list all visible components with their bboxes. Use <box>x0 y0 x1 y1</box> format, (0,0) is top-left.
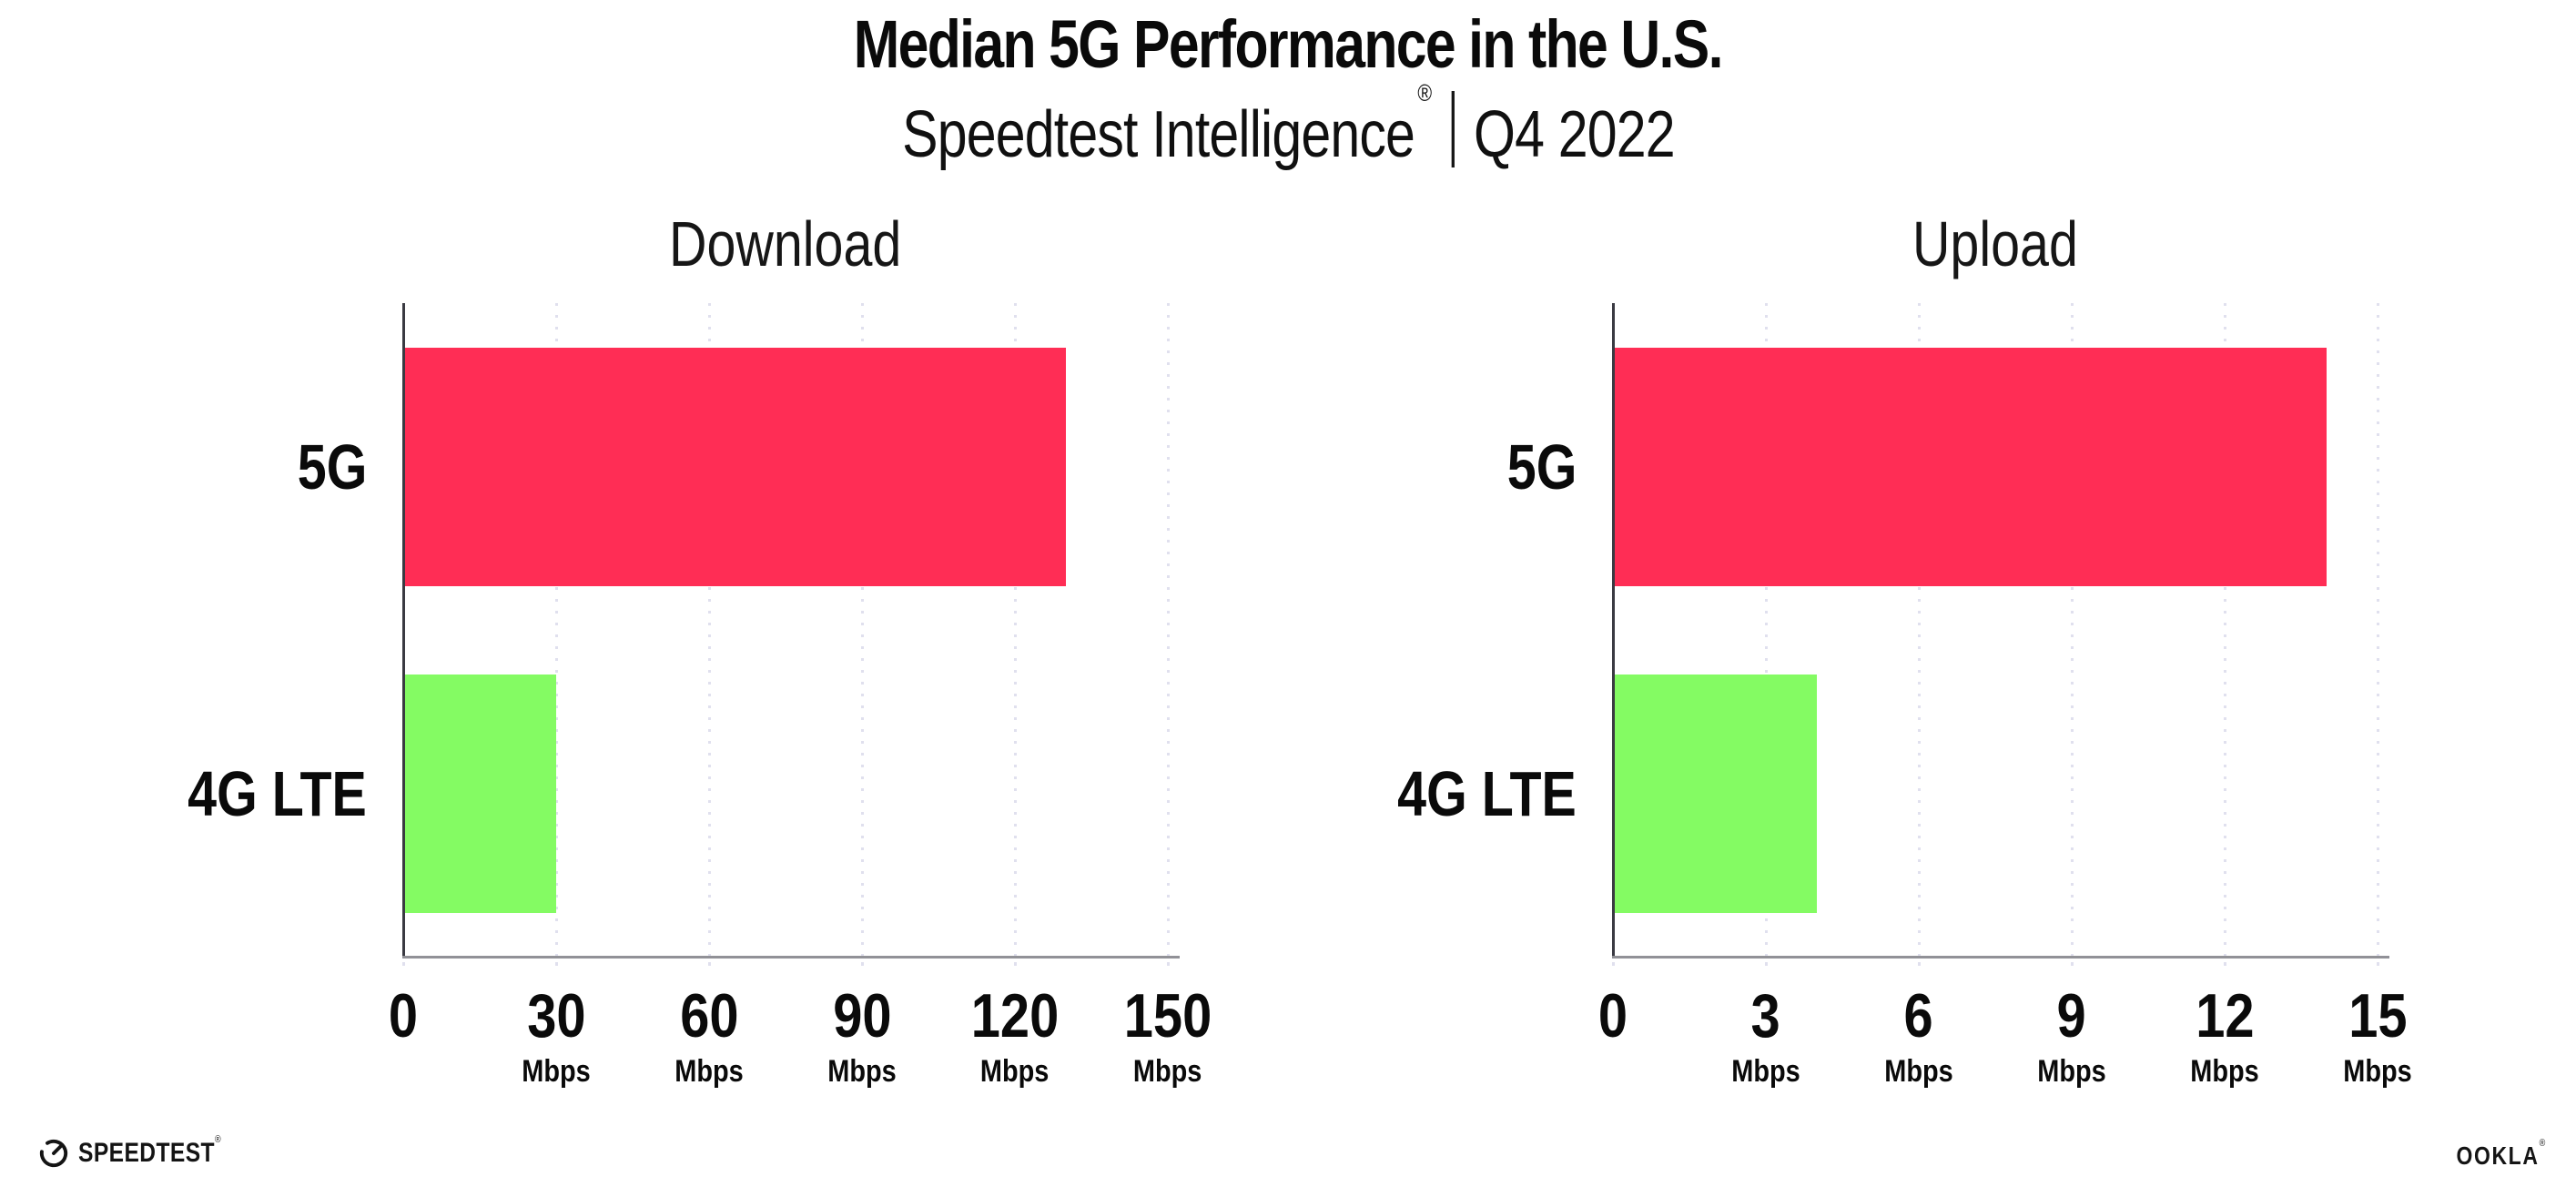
x-tick-label: 150 Mbps <box>1116 981 1219 1089</box>
x-tick-label: 0 <box>386 981 421 1050</box>
x-tick-label: 90 Mbps <box>822 981 903 1089</box>
x-tick-unit: Mbps <box>2343 1054 2412 1089</box>
category-label-4g-lte: 4G LTE <box>188 758 367 830</box>
page-subtitle: Speedtest Intelligence® Q4 2022 <box>0 79 2576 172</box>
speedtest-wordmark: SPEEDTEST® <box>78 1134 221 1168</box>
x-tick-label: 9 Mbps <box>2032 981 2113 1089</box>
download-plot-area <box>402 303 1180 966</box>
x-tick-value: 60 <box>679 981 739 1050</box>
x-tick-unit: Mbps <box>980 1054 1050 1089</box>
subtitle-brand: Speedtest Intelligence <box>901 98 1415 171</box>
download-x-axis-line <box>402 956 1180 959</box>
x-tick-unit: Mbps <box>2037 1054 2106 1089</box>
page-title: Median 5G Performance in the U.S. <box>0 5 2576 83</box>
bar-upload-5g <box>1613 347 2327 586</box>
upload-chart-title: Upload <box>1912 208 2078 279</box>
page-title-text: Median 5G Performance in the U.S. <box>853 6 1724 82</box>
x-tick-value: 0 <box>388 981 419 1050</box>
vertical-gridline <box>1918 303 1921 958</box>
vertical-gridline <box>2224 303 2226 958</box>
x-tick-value: 120 <box>970 981 1060 1050</box>
x-tick-value: 150 <box>1123 981 1212 1050</box>
upload-plot-area <box>1612 303 2389 966</box>
download-x-axis-labels: 0 30 Mbps 60 Mbps 90 Mbps 120 Mbps 150 Mbps <box>389 981 1212 1132</box>
x-tick-label: 30 Mbps <box>516 981 597 1089</box>
x-tick-unit: Mbps <box>2190 1054 2259 1089</box>
subtitle-separator <box>1450 91 1455 167</box>
x-tick-value: 12 <box>2195 981 2255 1050</box>
x-tick-value: 15 <box>2348 981 2408 1050</box>
vertical-gridline <box>708 303 711 958</box>
download-chart-title: Download <box>669 208 902 279</box>
x-tick-unit: Mbps <box>674 1054 744 1089</box>
axis-tick-mark <box>861 962 864 966</box>
upload-y-axis-line <box>1612 303 1615 958</box>
x-tick-value: 3 <box>1750 981 1781 1050</box>
x-tick-unit: Mbps <box>1731 1054 1800 1089</box>
axis-tick-mark <box>2377 962 2379 966</box>
vertical-gridline <box>2377 303 2379 958</box>
vertical-gridline <box>2071 303 2074 958</box>
speedtest-logo: SPEEDTEST® <box>38 1134 252 1169</box>
x-tick-label: 6 Mbps <box>1879 981 1960 1089</box>
x-tick-label: 12 Mbps <box>2185 981 2266 1089</box>
x-tick-unit: Mbps <box>1133 1054 1202 1089</box>
speedtest-gauge-icon <box>39 1139 68 1168</box>
bar-download-4g-lte <box>403 675 556 914</box>
axis-tick-mark <box>2224 962 2226 966</box>
download-gridlines <box>403 303 1170 958</box>
axis-tick-mark <box>1612 962 1615 966</box>
axis-tick-mark <box>1918 962 1921 966</box>
axis-tick-mark <box>2071 962 2074 966</box>
x-tick-value: 30 <box>526 981 586 1050</box>
x-tick-label: 0 <box>1596 981 1630 1050</box>
x-tick-value: 9 <box>2056 981 2087 1050</box>
registered-mark-icon: ® <box>2539 1137 2545 1149</box>
x-tick-label: 3 Mbps <box>1726 981 1807 1089</box>
axis-tick-mark <box>1765 962 1768 966</box>
category-label-5g: 5G <box>297 431 367 502</box>
vertical-gridline <box>1765 303 1768 958</box>
subtitle-period: Q4 2022 <box>1473 98 1676 171</box>
x-tick-value: 6 <box>1903 981 1934 1050</box>
x-tick-label: 60 Mbps <box>669 981 750 1089</box>
upload-x-axis-line <box>1612 956 2389 959</box>
download-category-labels: 5G 4G LTE <box>39 303 367 958</box>
ookla-wordmark: OOKLA® <box>2456 1137 2545 1170</box>
axis-tick-mark <box>555 962 558 966</box>
vertical-gridline <box>861 303 864 958</box>
x-tick-label: 120 Mbps <box>963 981 1066 1089</box>
vertical-gridline <box>1167 303 1170 958</box>
x-tick-value: 0 <box>1597 981 1628 1050</box>
x-tick-label: 15 Mbps <box>2338 981 2419 1089</box>
x-tick-unit: Mbps <box>827 1054 897 1089</box>
ookla-logo: OOKLA® <box>2437 1137 2545 1171</box>
axis-tick-mark <box>1014 962 1017 966</box>
category-label-5g: 5G <box>1506 431 1577 502</box>
axis-tick-mark <box>402 962 405 966</box>
registered-mark-icon: ® <box>214 1134 221 1145</box>
axis-tick-mark <box>708 962 711 966</box>
bar-download-5g <box>403 347 1066 586</box>
upload-category-labels: 5G 4G LTE <box>1249 303 1577 958</box>
download-y-axis-line <box>402 303 405 958</box>
category-label-4g-lte: 4G LTE <box>1397 758 1577 830</box>
upload-x-axis-labels: 0 3 Mbps 6 Mbps 9 Mbps 12 Mbps 15 Mbps <box>1598 981 2412 1132</box>
vertical-gridline <box>555 303 558 958</box>
axis-tick-mark <box>1167 962 1170 966</box>
registered-mark-icon: ® <box>1416 79 1432 107</box>
x-tick-unit: Mbps <box>1884 1054 1953 1089</box>
bar-upload-4g-lte <box>1613 675 1817 914</box>
upload-gridlines <box>1613 303 2379 958</box>
x-tick-value: 90 <box>832 981 892 1050</box>
x-tick-unit: Mbps <box>522 1054 591 1089</box>
vertical-gridline <box>1014 303 1017 958</box>
